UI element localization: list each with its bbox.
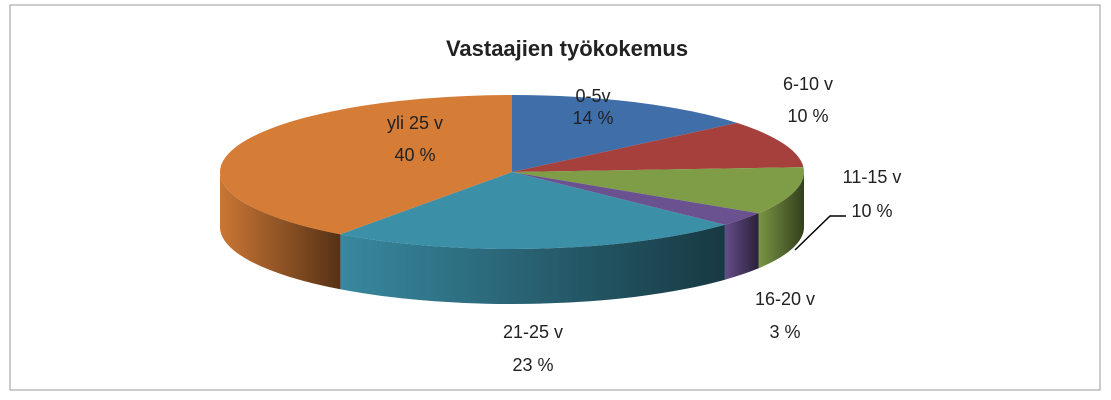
slice (219, 95, 512, 235)
category-label: 11-15 v (843, 167, 902, 187)
slice (340, 172, 725, 249)
slice (512, 172, 759, 225)
leader-line (794, 215, 846, 251)
slice-side-shade (724, 213, 759, 280)
value-label: 10 % (851, 201, 892, 221)
slice-side-shade (758, 172, 804, 269)
value-label: 14 % (572, 108, 613, 128)
category-label: 21-25 v (503, 322, 563, 342)
value-label: 23 % (512, 355, 553, 375)
category-label: 16-20 v (755, 289, 815, 309)
slice-side-shade (220, 172, 341, 290)
value-label: 3 % (769, 322, 800, 342)
slice (512, 167, 804, 214)
category-label: yli 25 v (387, 113, 443, 133)
value-label: 10 % (787, 106, 828, 126)
category-label: 0-5v (575, 86, 610, 106)
slice-side-shade (340, 224, 725, 304)
slice (512, 95, 737, 172)
category-label: 6-10 v (783, 74, 833, 94)
slice (512, 122, 804, 172)
chart-title: Vastaajien työkokemus (446, 36, 688, 61)
value-label: 40 % (394, 145, 435, 165)
